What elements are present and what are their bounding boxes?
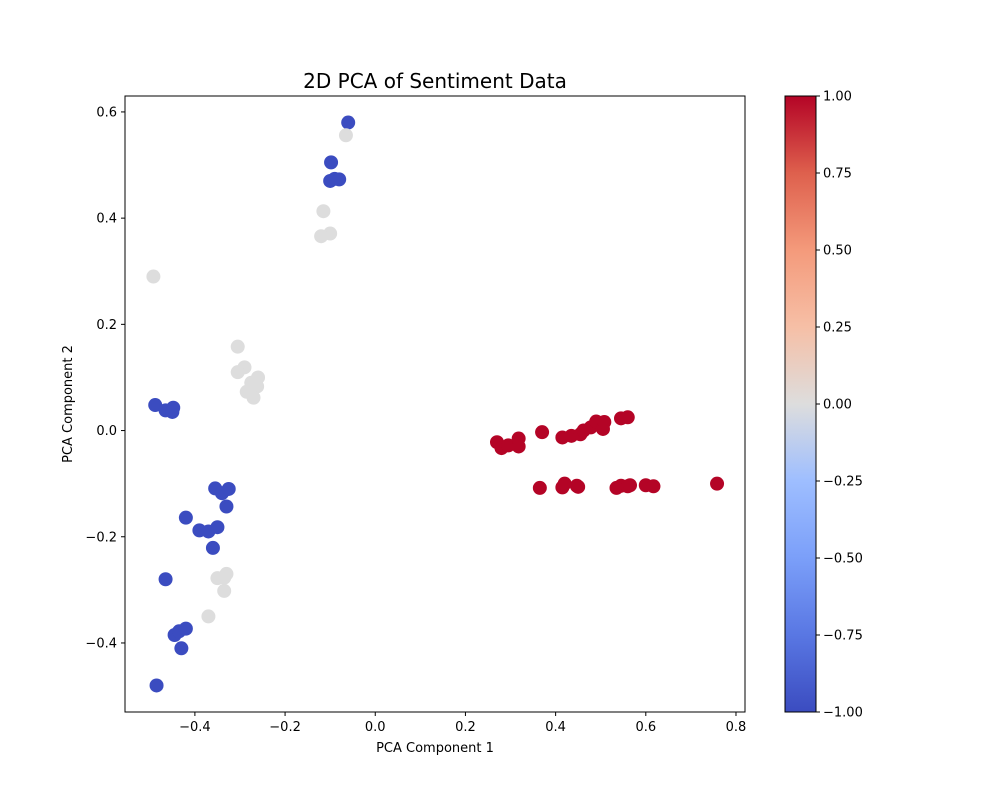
scatter-point — [250, 379, 265, 394]
scatter-point — [219, 566, 234, 581]
scatter-point — [710, 476, 725, 491]
x-tick-label: −0.2 — [269, 720, 301, 735]
colorbar-tick-label: 0.50 — [823, 244, 852, 259]
scatter-point — [205, 540, 220, 555]
scatter-point — [165, 404, 180, 419]
x-tick-label: 0.8 — [726, 720, 747, 735]
y-tick-label: 0.4 — [96, 212, 117, 227]
colorbar-tick-label: 0.00 — [823, 398, 852, 413]
scatter-point — [148, 398, 163, 413]
scatter-point — [324, 155, 339, 170]
scatter-point — [597, 415, 612, 430]
colorbar-tick-label: 0.25 — [823, 321, 852, 336]
scatter-point — [219, 499, 234, 514]
y-axis-ticks: −0.4 −0.2 0.0 0.2 0.4 0.6 — [85, 105, 125, 651]
colorbar-ticks: 1.00 0.75 0.50 0.25 0.00 −0.25 −0.50 −0.75 −1.00 — [816, 90, 863, 721]
x-axis-ticks: −0.4 −0.2 0.0 0.2 0.4 0.6 0.8 — [179, 712, 746, 735]
y-tick-label: 0.2 — [96, 318, 117, 333]
colorbar-tick-label: −0.25 — [823, 475, 863, 490]
colorbar-tick-label: −0.50 — [823, 552, 863, 567]
scatter-point — [230, 365, 245, 380]
x-tick-label: 0.6 — [635, 720, 656, 735]
scatter-point — [314, 229, 329, 244]
scatter-point — [201, 609, 216, 624]
scatter-point — [178, 510, 193, 525]
scatter-point — [571, 479, 586, 494]
y-tick-label: −0.2 — [85, 530, 117, 545]
scatter-point — [332, 172, 347, 187]
scatter-point — [620, 410, 635, 425]
scatter-point — [178, 621, 193, 636]
scatter-point — [338, 128, 353, 143]
chart-title: 2D PCA of Sentiment Data — [303, 69, 567, 93]
y-tick-label: 0.6 — [96, 105, 117, 120]
x-axis-label: PCA Component 1 — [376, 741, 494, 756]
scatter-point — [501, 438, 516, 453]
scatter-point — [623, 478, 638, 493]
scatter-point — [146, 269, 161, 284]
scatter-point — [217, 583, 232, 598]
scatter-point — [174, 641, 189, 656]
colorbar-tick-label: −0.75 — [823, 629, 863, 644]
colorbar-gradient — [785, 96, 816, 712]
scatter-point — [210, 520, 225, 535]
x-tick-label: 0.0 — [365, 720, 386, 735]
scatter-points — [146, 115, 725, 693]
scatter-point — [149, 678, 164, 693]
y-tick-label: 0.0 — [96, 424, 117, 439]
scatter-point — [341, 115, 356, 130]
x-tick-label: 0.2 — [455, 720, 476, 735]
scatter-point — [221, 481, 236, 496]
colorbar-tick-label: 0.75 — [823, 167, 852, 182]
scatter-point — [646, 479, 661, 494]
scatter-point — [230, 339, 245, 354]
scatter-point — [557, 476, 572, 491]
plot-area-frame — [124, 95, 746, 713]
y-axis-label: PCA Component 2 — [61, 345, 76, 463]
x-tick-label: −0.4 — [179, 720, 211, 735]
scatter-point — [532, 480, 547, 495]
scatter-point — [246, 390, 261, 405]
scatter-point — [535, 425, 550, 440]
scatter-point — [316, 204, 331, 219]
colorbar-tick-label: 1.00 — [823, 90, 852, 105]
colorbar-tick-label: −1.00 — [823, 706, 863, 721]
x-tick-label: 0.4 — [545, 720, 566, 735]
scatter-point — [511, 431, 526, 446]
scatter-point — [158, 572, 173, 587]
y-tick-label: −0.4 — [85, 636, 117, 651]
